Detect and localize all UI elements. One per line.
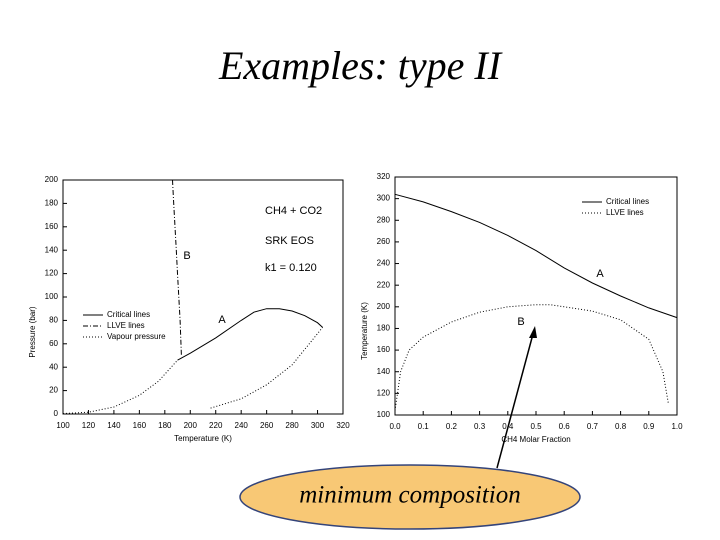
x-tick-label: 120 (82, 421, 96, 430)
y-tick-label: 0 (54, 409, 59, 418)
x-tick-label: 140 (107, 421, 121, 430)
y-tick-label: 80 (49, 316, 58, 325)
x-tick-label: 0.2 (446, 422, 458, 431)
y-tick-label: 260 (377, 237, 391, 246)
legend-label: LLVE lines (107, 321, 145, 330)
x-axis-label: Temperature (K) (174, 434, 232, 443)
x-tick-label: 240 (235, 421, 249, 430)
x-tick-label: 1.0 (671, 422, 683, 431)
x-tick-label: 280 (285, 421, 299, 430)
annotation: B (517, 316, 524, 328)
y-tick-label: 140 (45, 245, 59, 254)
legend-label: LLVE lines (606, 208, 644, 217)
y-tick-label: 40 (49, 362, 58, 371)
y-tick-label: 100 (377, 410, 391, 419)
legend-label: Vapour pressure (107, 332, 166, 341)
series-line (177, 308, 323, 361)
x-tick-label: 0.0 (389, 422, 401, 431)
x-tick-label: 260 (260, 421, 274, 430)
x-tick-label: 100 (56, 421, 70, 430)
y-tick-label: 280 (377, 215, 391, 224)
x-tick-label: 300 (311, 421, 325, 430)
x-tick-label: 0.5 (530, 422, 542, 431)
legend-label: Critical lines (606, 197, 649, 206)
annotation: B (183, 250, 190, 262)
x-tick-label: 180 (158, 421, 172, 430)
series-line (394, 193, 678, 319)
y-tick-label: 320 (377, 172, 391, 181)
annotation: k1 = 0.120 (265, 262, 317, 274)
x-tick-label: 0.7 (587, 422, 599, 431)
y-tick-label: 100 (45, 292, 59, 301)
y-tick-label: 200 (45, 175, 59, 184)
x-tick-label: 0.3 (474, 422, 486, 431)
x-tick-label: 200 (184, 421, 198, 430)
y-tick-label: 240 (377, 259, 391, 268)
y-tick-label: 220 (377, 280, 391, 289)
x-tick-label: 320 (336, 421, 350, 430)
y-tick-label: 160 (45, 222, 59, 231)
x-tick-label: 220 (209, 421, 223, 430)
series-line (62, 327, 323, 415)
callout-text: minimum composition (299, 482, 521, 509)
y-tick-label: 160 (377, 345, 391, 354)
y-tick-label: 180 (377, 324, 391, 333)
slide-title: Examples: type II (218, 43, 503, 88)
arrow-head (529, 326, 537, 338)
callout-ellipse (239, 464, 581, 530)
x-tick-label: 160 (133, 421, 147, 430)
y-tick-label: 140 (377, 367, 391, 376)
series-line (172, 179, 182, 356)
y-tick-label: 200 (377, 302, 391, 311)
y-axis-label: Temperature (K) (360, 302, 369, 360)
y-tick-label: 20 (49, 386, 58, 395)
annotation: CH4 + CO2 (265, 205, 322, 217)
annotation: A (596, 268, 604, 280)
callout-arrow (496, 333, 534, 469)
y-tick-label: 300 (377, 194, 391, 203)
y-tick-label: 60 (49, 339, 58, 348)
y-axis-label: Pressure (bar) (28, 306, 37, 357)
x-tick-label: 0.6 (559, 422, 571, 431)
x-axis-label: CH4 Molar Fraction (501, 435, 570, 444)
legend-label: Critical lines (107, 310, 150, 319)
x-tick-label: 0.8 (615, 422, 627, 431)
y-tick-label: 120 (45, 269, 59, 278)
annotation: SRK EOS (265, 235, 314, 247)
y-tick-label: 180 (45, 199, 59, 208)
y-tick-label: 120 (377, 388, 391, 397)
x-tick-label: 0.9 (643, 422, 655, 431)
x-tick-label: 0.1 (418, 422, 430, 431)
annotation: A (218, 314, 226, 326)
series-line (394, 304, 669, 411)
